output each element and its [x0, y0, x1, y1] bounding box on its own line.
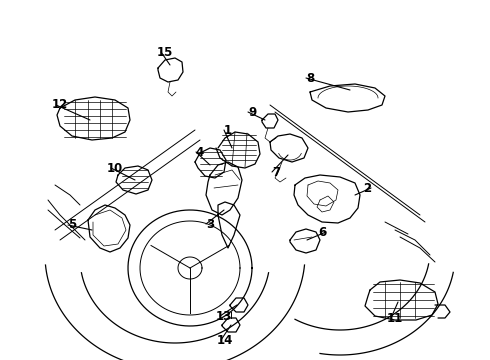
- Text: 8: 8: [306, 72, 314, 85]
- Text: 1: 1: [224, 123, 232, 136]
- Text: 12: 12: [52, 99, 68, 112]
- Text: 13: 13: [216, 310, 232, 323]
- Text: 5: 5: [68, 219, 76, 231]
- Text: 14: 14: [217, 333, 233, 346]
- Text: 11: 11: [387, 311, 403, 324]
- Text: 7: 7: [272, 166, 280, 179]
- Text: 9: 9: [248, 105, 256, 118]
- Text: 6: 6: [318, 225, 326, 238]
- Text: 2: 2: [363, 181, 371, 194]
- Text: 10: 10: [107, 162, 123, 175]
- Text: 3: 3: [206, 217, 214, 230]
- Text: 15: 15: [157, 45, 173, 58]
- Text: 4: 4: [196, 145, 204, 158]
